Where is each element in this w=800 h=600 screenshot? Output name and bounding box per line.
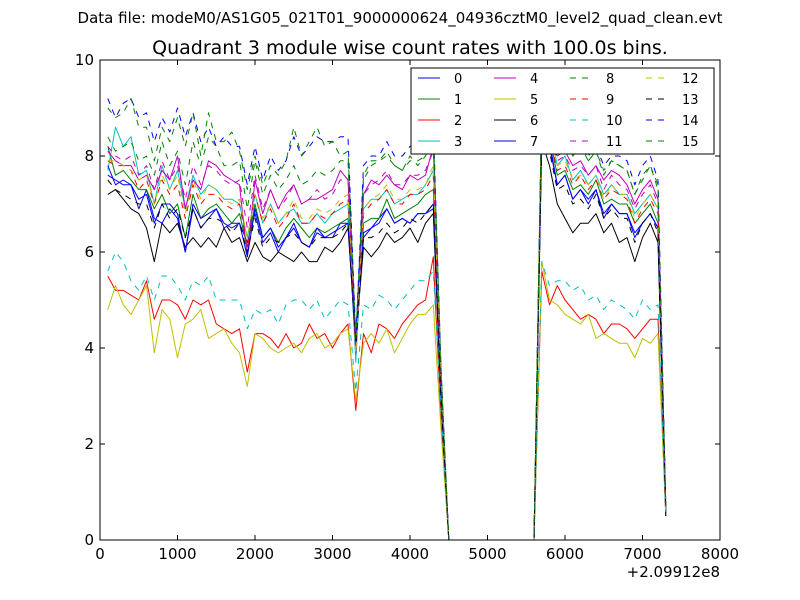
- series-line-12: [107, 112, 667, 540]
- plot-frame: [99, 59, 721, 541]
- legend-label-1: 1: [454, 93, 462, 108]
- legend-label-3: 3: [454, 135, 462, 150]
- y-tick-label: 6: [84, 243, 94, 261]
- chart-title: Quadrant 3 module wise count rates with …: [152, 37, 668, 59]
- x-tick-label: 5000: [468, 545, 506, 563]
- legend-label-13: 13: [682, 93, 699, 108]
- legend-label-14: 14: [682, 114, 699, 129]
- legend-label-8: 8: [606, 72, 614, 87]
- series-line-8: [107, 97, 667, 540]
- x-tick-label: 0: [95, 545, 105, 563]
- legend-label-2: 2: [454, 114, 462, 129]
- series-line-11: [107, 107, 667, 540]
- y-tick-label: 2: [84, 435, 94, 453]
- legend-label-0: 0: [454, 72, 462, 87]
- legend-label-12: 12: [682, 72, 699, 87]
- x-tick-label: 8000: [701, 545, 739, 563]
- x-tick-label: 2000: [236, 545, 274, 563]
- legend-frame: [410, 67, 715, 155]
- legend-label-5: 5: [530, 93, 538, 108]
- series-line-5: [107, 261, 667, 540]
- legend-label-11: 11: [606, 135, 623, 150]
- legend-label-15: 15: [682, 135, 699, 150]
- y-tick-label: 10: [75, 51, 94, 69]
- legend-label-7: 7: [530, 135, 538, 150]
- x-tick-label: 4000: [391, 545, 429, 563]
- x-axis-offset-label: +2.09912e8: [627, 563, 720, 581]
- y-tick-label: 0: [84, 531, 94, 549]
- y-tick-label: 8: [84, 147, 94, 165]
- series-line-13: [107, 131, 667, 540]
- series-layer: [107, 97, 667, 540]
- y-tick-label: 4: [84, 339, 94, 357]
- x-tick-label: 1000: [158, 545, 196, 563]
- series-line-7: [107, 131, 667, 540]
- legend-label-6: 6: [530, 114, 538, 129]
- legend-label-9: 9: [606, 93, 614, 108]
- series-line-6: [107, 141, 667, 540]
- x-tick-label: 3000: [313, 545, 351, 563]
- legend-label-10: 10: [606, 114, 623, 129]
- figure-suptitle: Data file: modeM0/AS1G05_021T01_90000006…: [78, 9, 723, 28]
- series-line-9: [107, 112, 667, 540]
- series-line-4: [107, 107, 667, 540]
- x-tick-label: 6000: [546, 545, 584, 563]
- legend-label-4: 4: [530, 72, 538, 87]
- x-tick-label: 7000: [623, 545, 661, 563]
